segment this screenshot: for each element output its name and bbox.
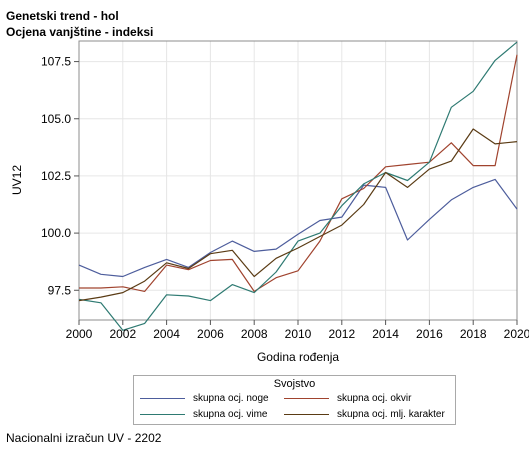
x-tick-label: 2002 <box>109 327 136 341</box>
x-axis: 2000 2002 2004 2006 2008 2010 2012 2014 2016 2018… <box>66 320 529 341</box>
footnote: Nacionalni izračun UV - 2202 <box>6 431 162 445</box>
legend-swatch-mlj-karakter <box>284 414 329 415</box>
x-tick-label: 2020 <box>504 327 529 341</box>
series-line-4 <box>78 128 518 302</box>
x-tick-label: 2006 <box>197 327 224 341</box>
series-line-3 <box>78 41 518 331</box>
series-line-2 <box>79 54 518 292</box>
legend-item-vime: skupna ocj. vime <box>140 409 267 420</box>
y-tick-label: 107.5 <box>41 55 71 69</box>
legend-item-okvir: skupna ocj. okvir <box>284 393 411 404</box>
chart-title: Genetski trend - hol <box>6 9 119 23</box>
legend-swatch-okvir <box>284 398 329 399</box>
x-tick-label: 2014 <box>372 327 399 341</box>
legend-label-mlj-karakter: skupna ocj. mlj. karakter <box>337 409 445 420</box>
x-tick-label: 2016 <box>416 327 443 341</box>
series-lines <box>78 41 518 331</box>
legend-item-mlj-karakter: skupna ocj. mlj. karakter <box>284 409 445 420</box>
x-tick-label: 2010 <box>285 327 312 341</box>
series-line-1 <box>78 178 518 278</box>
legend-item-noge: skupna ocj. noge <box>140 393 269 404</box>
x-tick-label: 2018 <box>460 327 487 341</box>
x-tick-label: 2008 <box>241 327 268 341</box>
legend-swatch-vime <box>140 414 185 415</box>
x-axis-label: Godina rođenja <box>257 350 339 364</box>
gridlines <box>78 41 518 320</box>
legend-swatch-noge <box>140 398 185 399</box>
legend: Svojstvo skupna ocj. noge skupna ocj. ok… <box>133 375 456 425</box>
x-tick-label: 2012 <box>328 327 355 341</box>
x-tick-label: 2000 <box>66 327 93 341</box>
legend-label-vime: skupna ocj. vime <box>193 409 268 420</box>
y-tick-label: 97.5 <box>48 283 72 297</box>
y-tick-label: 100.0 <box>41 226 71 240</box>
y-tick-label: 102.5 <box>41 169 71 183</box>
legend-label-noge: skupna ocj. noge <box>193 393 269 404</box>
legend-title: Svojstvo <box>273 378 316 390</box>
legend-label-okvir: skupna ocj. okvir <box>337 393 412 404</box>
x-tick-label: 2004 <box>153 327 180 341</box>
chart-subtitle: Ocjena vanjštine - indeksi <box>6 25 154 39</box>
y-axis: 97.5 100.0 102.5 105.0 107.5 <box>41 55 79 297</box>
y-axis-label: UV12 <box>10 165 24 195</box>
y-tick-label: 105.0 <box>41 112 71 126</box>
